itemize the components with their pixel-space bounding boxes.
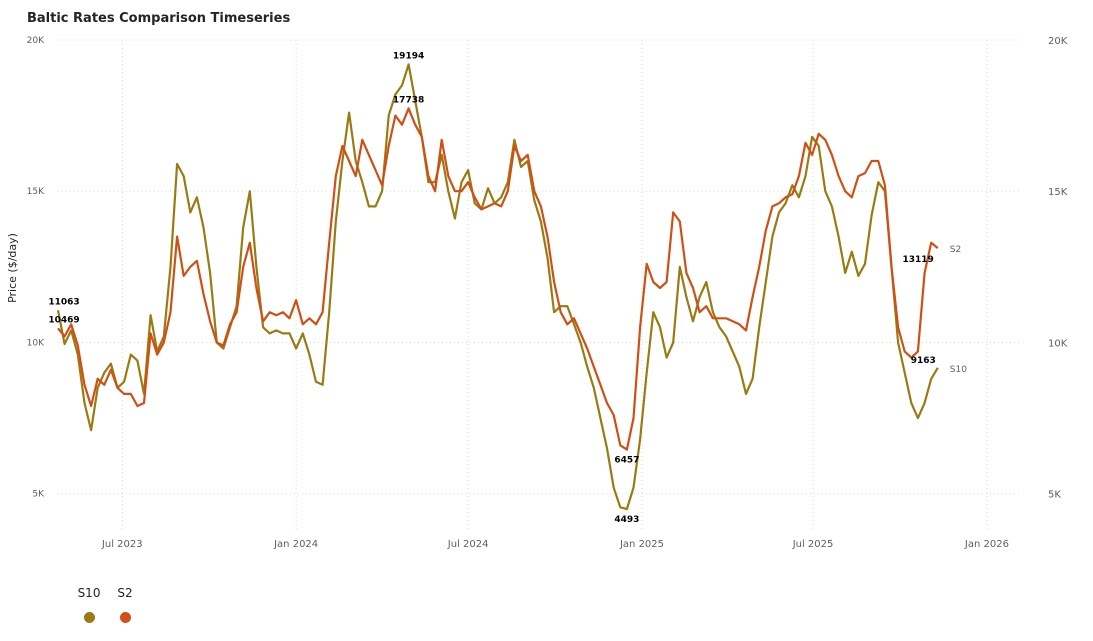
- legend-label: S2: [117, 586, 133, 600]
- y-tick-label-left: 10K: [27, 338, 45, 348]
- chart-title: Baltic Rates Comparison Timeseries: [27, 11, 291, 26]
- y-tick-label-right: 5K: [1048, 490, 1061, 501]
- series-end-labels: S2 S10: [950, 245, 967, 375]
- data-label-s2-6457: 6457: [614, 456, 639, 466]
- y-tick-label-left: 20K: [27, 36, 45, 46]
- x-tick-label: Jan 2024: [273, 539, 318, 550]
- y-axis-left-ticks: 5K 10K 15K 20K: [27, 36, 45, 500]
- data-label-s10-11063: 11063: [48, 297, 79, 307]
- legend-dot-s10: [83, 612, 95, 623]
- y-axis-right-ticks: 5K 10K 15K 20K: [1048, 36, 1068, 501]
- series-line-s10[interactable]: [56, 63, 939, 511]
- data-labels: 11063 10469 19194 17738 6457 4493 13119 9163: [48, 51, 935, 525]
- y-tick-label-right: 20K: [1048, 36, 1068, 47]
- legend-dot-s2: [119, 612, 131, 623]
- x-axis-ticks: Jul 2023 Jan 2024 Jul 2024 Jan 2025 Jul 2025…: [101, 539, 1009, 550]
- x-tick-label: Jul 2024: [447, 539, 489, 550]
- data-label-s10-9163: 9163: [911, 356, 936, 366]
- x-tick-label: Jan 2026: [964, 539, 1009, 550]
- x-tick-label: Jul 2025: [792, 539, 834, 550]
- series-line-s2[interactable]: [57, 107, 939, 451]
- y-axis-label: Price ($/day): [6, 233, 19, 303]
- x-tick-label: Jan 2025: [619, 539, 664, 550]
- data-label-s10-19194: 19194: [393, 51, 424, 61]
- y-tick-label-right: 15K: [1048, 187, 1068, 198]
- data-label-s2-10469: 10469: [48, 315, 79, 325]
- series-lines: [56, 63, 939, 511]
- data-label-s10-4493: 4493: [614, 515, 639, 525]
- x-tick-label: Jul 2023: [101, 539, 143, 550]
- end-label-s10: S10: [950, 365, 967, 375]
- data-label-s2-17738: 17738: [393, 95, 424, 105]
- y-tick-label-left: 15K: [27, 187, 45, 197]
- legend-item-s2[interactable]: S2: [114, 586, 136, 623]
- legend-label: S10: [77, 586, 101, 600]
- data-label-s2-13119: 13119: [902, 255, 933, 265]
- y-tick-label-right: 10K: [1048, 338, 1068, 349]
- legend-item-s10[interactable]: S10: [78, 586, 100, 623]
- end-label-s2: S2: [950, 245, 961, 255]
- y-tick-label-left: 5K: [32, 490, 45, 500]
- legend: S10 S2: [78, 586, 136, 623]
